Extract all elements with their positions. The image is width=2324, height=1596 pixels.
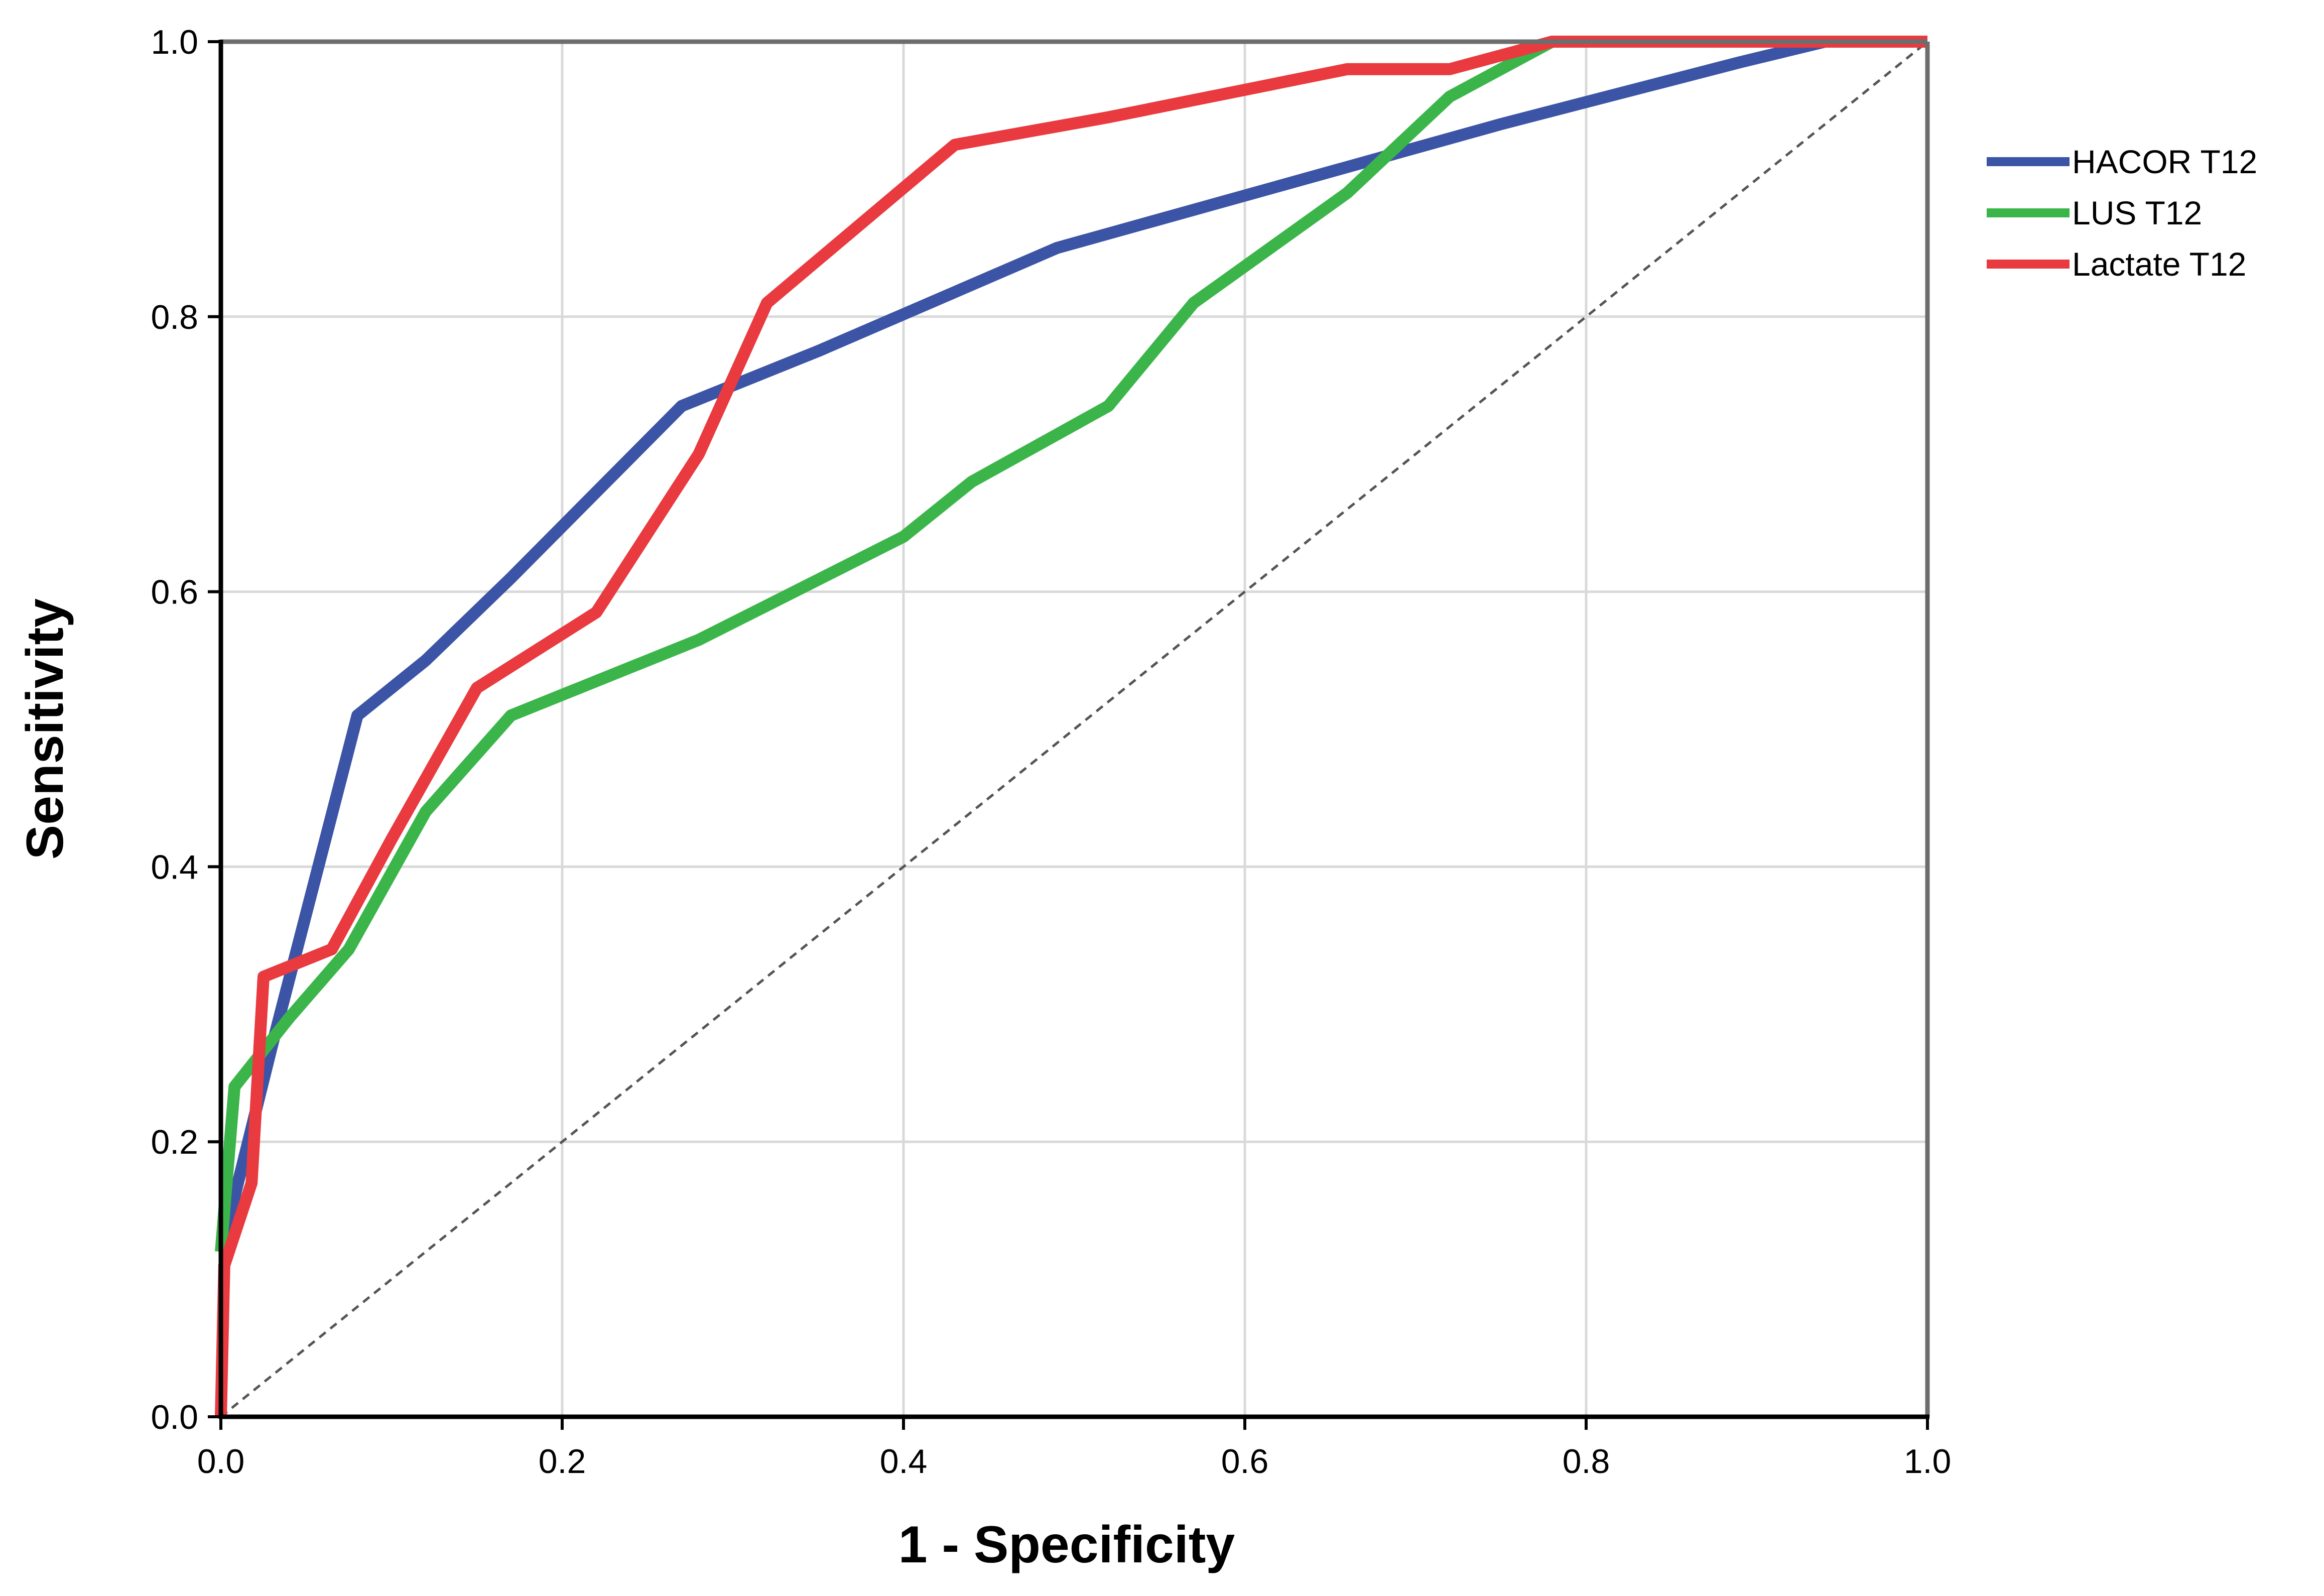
legend-label: HACOR T12 bbox=[2072, 143, 2257, 180]
legend-label: Lactate T12 bbox=[2072, 245, 2246, 283]
y-tick-label: 0.2 bbox=[151, 1123, 198, 1161]
tick-layer: 0.0 0.2 0.4 0.6 0.8 1.0 0.0 0.2 0.4 0.6 0.8 1.0 bbox=[151, 23, 1951, 1481]
x-tick-label: 0.6 bbox=[1221, 1442, 1269, 1481]
legend-layer: HACOR T12 LUS T12 Lactate T12 bbox=[1987, 143, 2257, 283]
x-tick-label: 0.8 bbox=[1563, 1442, 1610, 1481]
y-tick-label: 0.0 bbox=[151, 1398, 198, 1436]
x-tick-label: 0.2 bbox=[539, 1442, 586, 1481]
y-tick-label: 0.6 bbox=[151, 573, 198, 611]
x-axis-title: 1 - Specificity bbox=[898, 1516, 1235, 1574]
x-tick-label: 0.0 bbox=[197, 1442, 245, 1481]
series-layer bbox=[215, 36, 1927, 1417]
y-tick-label: 1.0 bbox=[151, 23, 198, 61]
series-line-hacor-t12 bbox=[215, 36, 1927, 1254]
frame-layer bbox=[218, 39, 1930, 1419]
x-tick-label: 0.4 bbox=[880, 1442, 928, 1481]
y-tick-label: 0.4 bbox=[151, 848, 198, 886]
x-tick-label: 1.0 bbox=[1904, 1442, 1952, 1481]
legend-label: LUS T12 bbox=[2072, 194, 2202, 231]
y-axis-title: Sensitivity bbox=[16, 598, 74, 860]
series-line-lactate-t12 bbox=[215, 36, 1927, 1417]
series-line-lus-t12 bbox=[215, 36, 1927, 1253]
y-tick-label: 0.8 bbox=[151, 298, 198, 336]
